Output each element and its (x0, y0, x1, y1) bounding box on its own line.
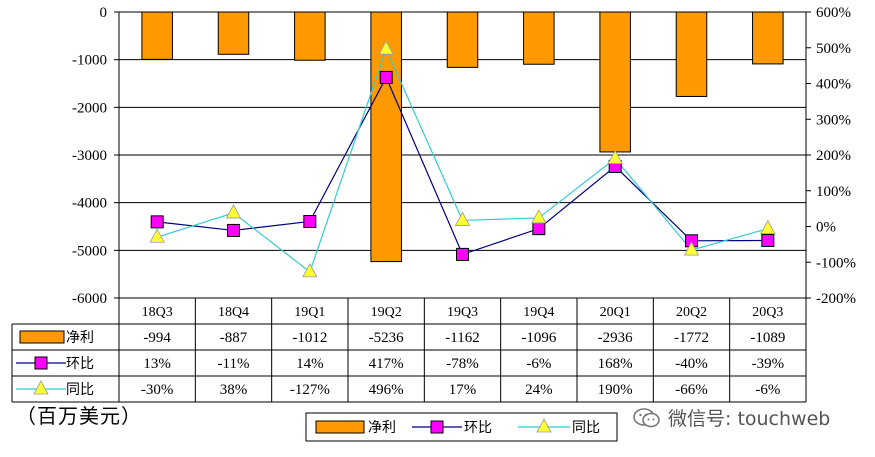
bar-20Q1 (599, 11, 631, 153)
data-label: -994 (143, 330, 171, 346)
marker-同比-20Q3 (760, 219, 776, 235)
category-label: 19Q1 (294, 305, 325, 320)
marker-环比-19Q4 (532, 222, 546, 236)
data-label: -39% (752, 356, 785, 372)
data-label: 17% (449, 382, 477, 398)
y2-tick-label: 100% (816, 184, 851, 200)
marker-环比-18Q4 (227, 223, 240, 237)
y-tick-label: -2000 (72, 100, 107, 116)
data-label: 14% (296, 356, 324, 372)
category-label: 20Q3 (752, 305, 783, 320)
marker-同比-18Q3 (149, 228, 165, 243)
y2-tick-label: 500% (816, 41, 851, 57)
data-label: -66% (675, 382, 708, 398)
category-label: 19Q2 (371, 305, 402, 320)
legend: 净利 环比 同比 (305, 412, 618, 442)
watermark: 微信号: touchweb (632, 404, 830, 431)
bar-20Q3 (752, 11, 784, 65)
table-key-bar (19, 330, 65, 344)
table-row-label: 同比 (66, 382, 94, 398)
marker-同比-19Q2 (378, 40, 394, 55)
marker-同比-20Q2 (683, 241, 700, 256)
y2-tick-label: -100% (816, 255, 856, 271)
bar-18Q4 (217, 11, 250, 55)
marker-环比-19Q3 (456, 247, 469, 261)
data-label: -6% (526, 356, 551, 372)
data-label: -1096 (521, 330, 556, 346)
table-key-triangle (33, 380, 49, 395)
marker-同比-18Q4 (225, 204, 242, 219)
data-label: -11% (218, 356, 250, 372)
category-label: 18Q3 (142, 305, 173, 320)
legend-label: 环比 (464, 420, 492, 436)
category-label: 19Q4 (523, 305, 554, 320)
data-label: 168% (598, 356, 633, 372)
data-label: -40% (675, 356, 708, 372)
data-label: -78% (446, 356, 479, 372)
table-row-label: 环比 (66, 356, 94, 372)
category-label: 18Q4 (218, 305, 249, 320)
legend-key-square (430, 420, 444, 434)
data-label: -1012 (292, 330, 327, 346)
data-label: -30% (141, 382, 174, 398)
y-tick-label: -4000 (72, 196, 107, 212)
y2-tick-label: 300% (816, 112, 851, 128)
marker-同比-20Q1 (607, 149, 623, 164)
y-tick-label: -5000 (72, 243, 107, 259)
bar-20Q2 (675, 11, 708, 97)
unit-label: （百万美元） (16, 404, 142, 428)
legend-key-triangle (536, 418, 552, 433)
bar-19Q4 (523, 11, 555, 65)
bar-series (141, 11, 784, 263)
bar-19Q3 (446, 11, 479, 68)
legend-label: 同比 (572, 420, 600, 436)
marker-环比-20Q3 (761, 233, 775, 247)
bar-19Q1 (294, 11, 326, 61)
data-label: -887 (220, 330, 248, 346)
bar-18Q3 (141, 11, 173, 60)
marker-环比-18Q3 (150, 215, 164, 229)
data-label: -127% (290, 382, 330, 398)
data-label: -1162 (445, 330, 479, 346)
marker-同比-19Q4 (531, 209, 547, 224)
y-tick-label: -3000 (72, 148, 107, 164)
watermark-text: 微信号: touchweb (668, 408, 831, 430)
category-label: 20Q1 (600, 305, 631, 320)
legend-key-bar (315, 420, 365, 434)
y2-tick-label: 400% (816, 77, 851, 93)
y2-tick-label: -200% (816, 291, 856, 307)
y2-tick-label: 600% (816, 5, 851, 21)
data-label: -6% (755, 382, 780, 398)
y-tick-label: -1000 (72, 53, 107, 69)
data-label: 13% (143, 356, 171, 372)
y2-tick-label: 0% (816, 220, 836, 236)
data-label: -2936 (598, 330, 633, 346)
data-label: 417% (369, 356, 404, 372)
marker-同比-19Q1 (302, 263, 318, 278)
category-label: 20Q2 (676, 305, 707, 320)
data-label: -1089 (750, 330, 785, 346)
line-环比 (157, 76, 768, 256)
data-label: -5236 (369, 330, 404, 346)
wechat-icon (633, 407, 660, 427)
marker-环比-19Q2 (379, 70, 393, 84)
data-label: 38% (220, 382, 248, 398)
legend-label: 净利 (368, 420, 396, 436)
table-row-label: 净利 (66, 330, 94, 346)
line-series (149, 40, 776, 278)
table-key-square (34, 356, 48, 370)
data-label: 24% (525, 382, 553, 398)
y-tick-label: -6000 (72, 291, 107, 307)
data-label: 496% (369, 382, 404, 398)
y-tick-label: 0 (100, 5, 108, 21)
marker-环比-19Q1 (303, 214, 317, 228)
data-label: 190% (598, 382, 633, 398)
marker-同比-19Q3 (454, 211, 471, 226)
y2-tick-label: 200% (816, 148, 851, 164)
category-label: 19Q3 (447, 305, 478, 320)
data-label: -1772 (674, 330, 709, 346)
data-table: 18Q3 18Q4 19Q1 19Q2 19Q3 19Q4 20Q1 20Q2 20Q3 净利 -9… (11, 297, 807, 403)
axes: 0 -1000 -2000 -3000 -4000 -5000 -6000 600% 500% 4… (72, 5, 856, 307)
